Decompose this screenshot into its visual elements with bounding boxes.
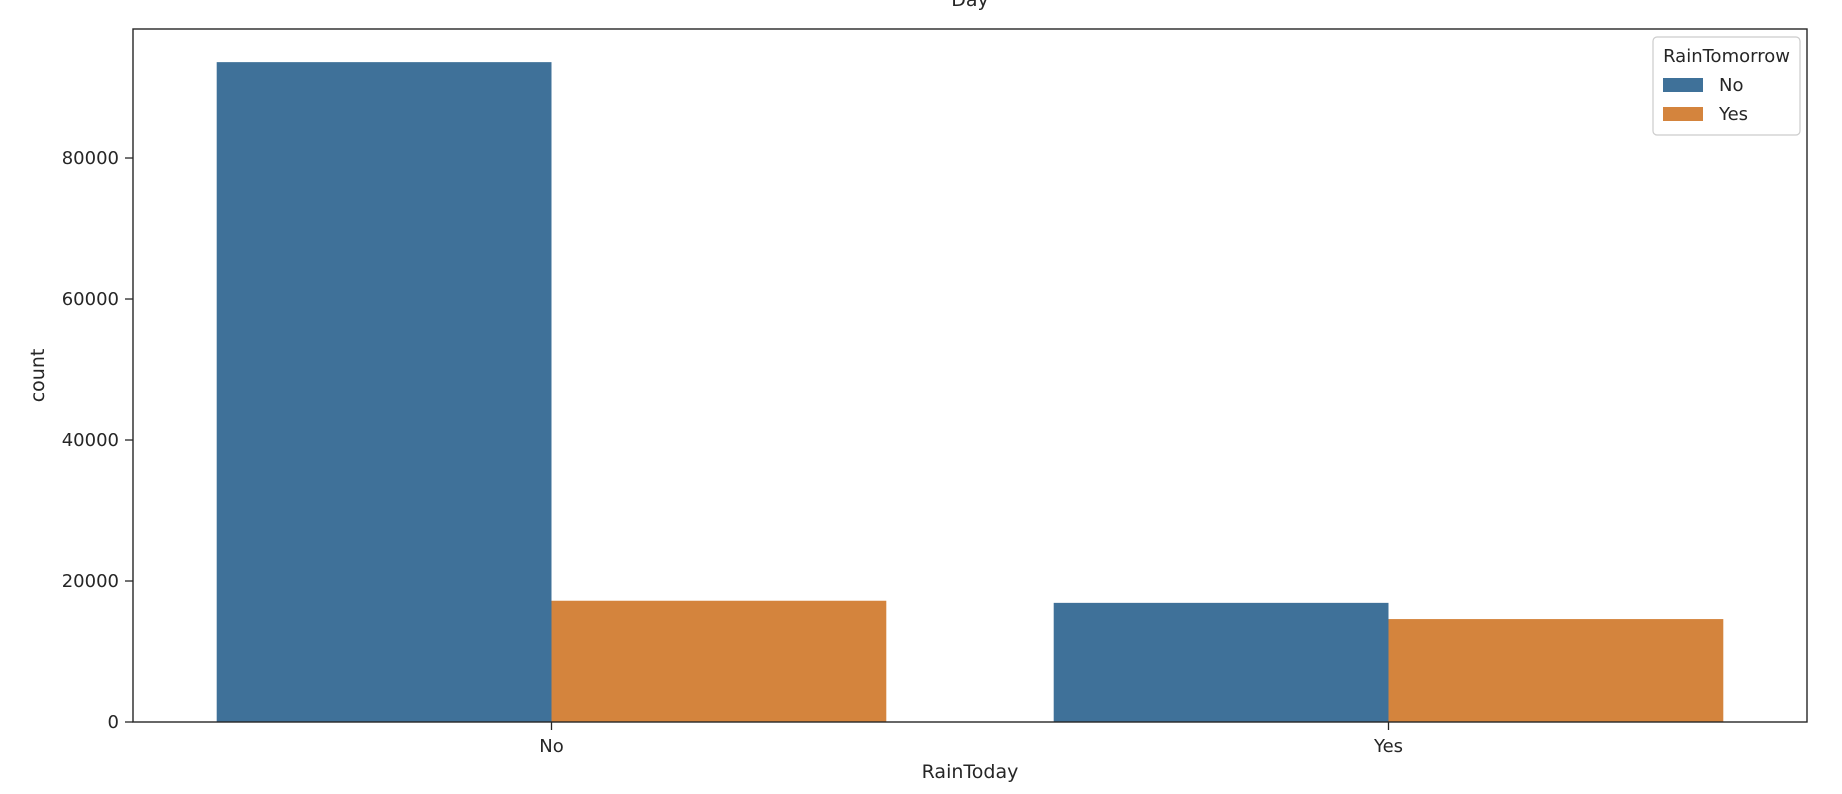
x-tick-label: No xyxy=(539,736,563,757)
y-axis-label: count xyxy=(27,349,49,403)
bar-yes-yes xyxy=(1388,619,1724,722)
plot-frame xyxy=(132,28,1808,723)
legend-label-yes: Yes xyxy=(1718,104,1748,125)
bar-yes-no xyxy=(1053,602,1389,722)
legend: RainTomorrow No Yes xyxy=(1652,36,1801,136)
x-axis-label: RainToday xyxy=(922,761,1019,783)
bar-no-no xyxy=(216,62,552,723)
y-tick-label: 60000 xyxy=(62,289,119,310)
legend-title: RainTomorrow xyxy=(1663,46,1790,67)
y-tick-label: 80000 xyxy=(62,148,119,169)
axes-layer: 0 20000 40000 60000 80000 No Yes xyxy=(62,28,1808,757)
bars-layer xyxy=(216,62,1724,723)
bar-no-yes xyxy=(551,600,887,722)
legend-items: No Yes xyxy=(1663,75,1748,125)
legend-label-no: No xyxy=(1719,75,1743,96)
y-tick-label: 0 xyxy=(108,712,119,733)
y-tick-label: 40000 xyxy=(62,430,119,451)
chart-title: Day xyxy=(951,0,989,11)
legend-swatch-no xyxy=(1663,78,1703,92)
y-tick-label: 20000 xyxy=(62,571,119,592)
legend-swatch-yes xyxy=(1663,107,1703,121)
x-tick-label: Yes xyxy=(1373,736,1403,757)
